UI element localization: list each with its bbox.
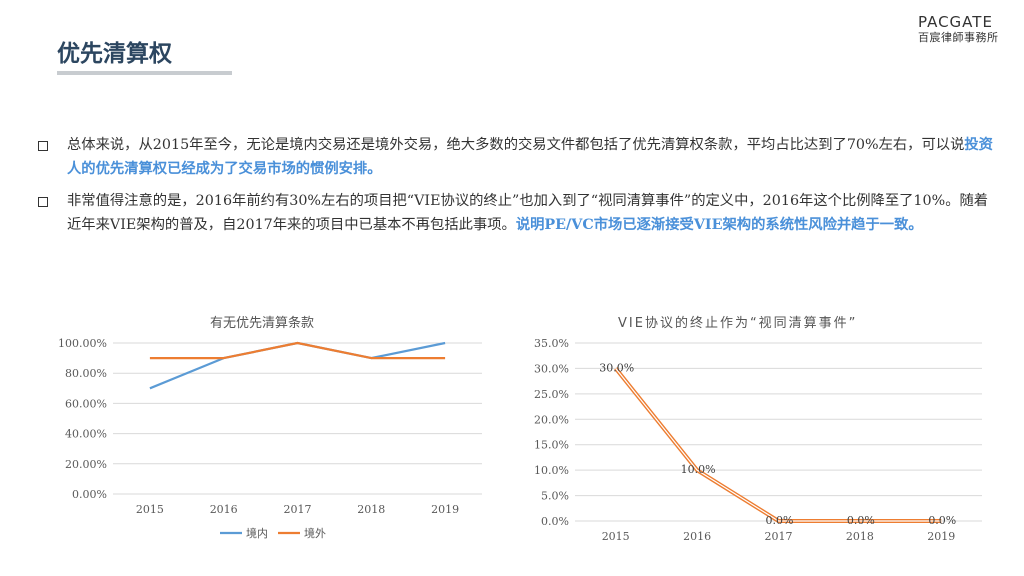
bullet-list: 总体来说，从2015年至今，无论是境内交易还是境外交易，绝大多数的交易文件都包括… <box>38 133 993 245</box>
legend-label: 境外 <box>304 526 326 540</box>
y-tick-label: 20.00% <box>65 458 107 471</box>
legend-label: 境内 <box>246 526 268 540</box>
bullet-paragraph: 总体来说，从2015年至今，无论是境内交易还是境外交易，绝大多数的交易文件都包括… <box>67 133 993 181</box>
x-tick-label: 2017 <box>284 503 312 516</box>
data-label: 0.0% <box>766 514 794 527</box>
data-label: 30.0% <box>599 361 634 374</box>
bullet-highlight: 说明PE/VC市场已逐渐接受VIE架构的系统性风险并趋于一致。 <box>515 217 923 233</box>
x-tick-label: 2018 <box>357 503 385 516</box>
x-tick-label: 2016 <box>683 530 711 543</box>
chart-vie-termination: 0.0% 5.0% 10.0% 15.0% 20.0% 25.0% 30.0% 35.0% 20… <box>534 337 982 543</box>
y-tick-label: 80.00% <box>65 367 107 380</box>
chart1-title: 有无优先清算条款 <box>210 316 315 331</box>
bullet-highlight: 投资人的优先清算权已经成为了交易市场的惯例安排。 <box>67 137 993 177</box>
bullet-text: 总体来说，从2015年至今，无论是境内交易还是境外交易，绝大多数的交易文件都包括… <box>67 137 965 153</box>
x-tick-label: 2017 <box>765 530 793 543</box>
y-tick-label: 40.00% <box>65 428 107 441</box>
y-tick-label: 35.0% <box>534 337 569 350</box>
y-tick-label: 30.0% <box>534 362 569 375</box>
logo-text-en: PACGATE <box>918 13 993 31</box>
chart-preferred-liquidation: 0.00% 20.00% 40.00% 60.00% 80.00% 100.00% 2015… <box>58 337 482 540</box>
title-underline <box>57 71 232 75</box>
x-tick-label: 2019 <box>431 503 459 516</box>
logo-text-cn: 百宸律師事務所 <box>918 31 999 44</box>
logo: PACGATE 百宸律師事務所 <box>918 13 1008 45</box>
bullet-text: 非常值得注意的是，2016年前约有30%左右的项目把“VIE协议的终止”也加入到… <box>67 193 989 233</box>
chart2-title: VIE协议的终止作为“视同清算事件” <box>618 316 858 331</box>
data-label: 0.0% <box>847 514 875 527</box>
y-tick-label: 0.0% <box>541 515 569 528</box>
square-bullet-icon <box>38 141 48 151</box>
bullet-paragraph: 非常值得注意的是，2016年前约有30%左右的项目把“VIE协议的终止”也加入到… <box>67 189 993 237</box>
x-tick-label: 2018 <box>846 530 874 543</box>
x-tick-label: 2016 <box>210 503 238 516</box>
y-tick-label: 60.00% <box>65 397 107 410</box>
x-tick-label: 2015 <box>136 503 164 516</box>
bullet-item: 总体来说，从2015年至今，无论是境内交易还是境外交易，绝大多数的交易文件都包括… <box>38 133 993 181</box>
bullet-item: 非常值得注意的是，2016年前约有30%左右的项目把“VIE协议的终止”也加入到… <box>38 189 993 237</box>
y-tick-label: 100.00% <box>58 337 107 350</box>
series-line-inner <box>615 368 942 522</box>
y-tick-label: 15.0% <box>534 439 569 452</box>
x-tick-label: 2015 <box>602 530 630 543</box>
data-label: 10.0% <box>681 463 716 476</box>
y-tick-label: 5.0% <box>541 490 569 503</box>
y-tick-label: 0.00% <box>72 488 107 501</box>
square-bullet-icon <box>38 197 48 207</box>
y-tick-label: 25.0% <box>534 388 569 401</box>
data-label: 0.0% <box>928 514 956 527</box>
x-tick-label: 2019 <box>927 530 955 543</box>
y-tick-label: 10.0% <box>534 464 569 477</box>
series-line <box>149 341 446 390</box>
series-line <box>149 341 446 360</box>
y-tick-label: 20.0% <box>534 413 569 426</box>
page-title: 优先清算权 <box>57 41 172 67</box>
